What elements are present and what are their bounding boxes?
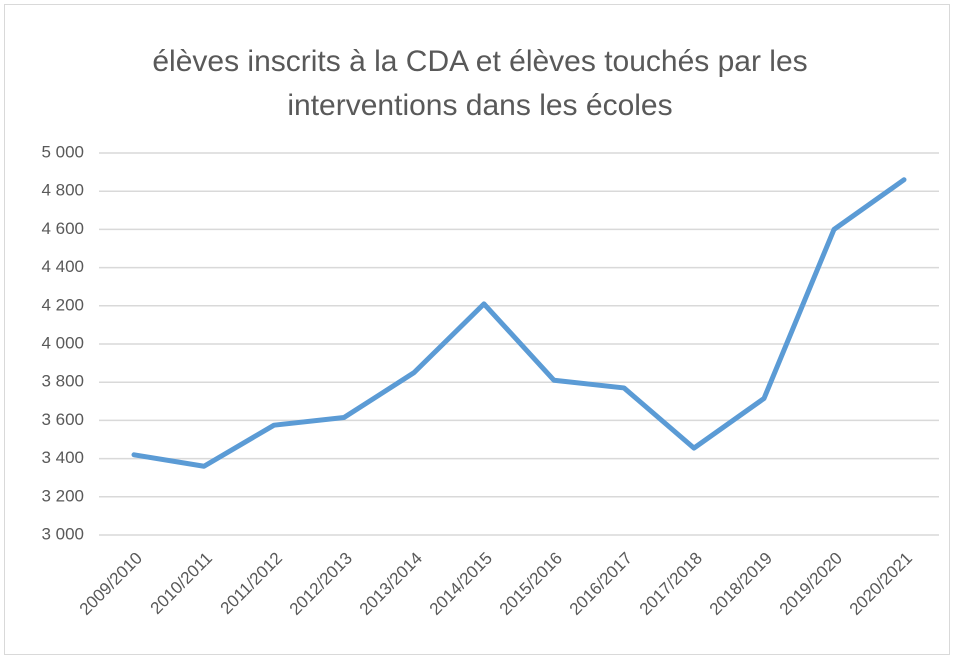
x-tick-label: 2017/2018 [636, 549, 706, 619]
y-tick-label: 3 600 [41, 410, 84, 429]
x-tick-label: 2013/2014 [356, 549, 426, 619]
x-tick-label: 2009/2010 [76, 549, 146, 619]
x-tick-label: 2012/2013 [286, 549, 356, 619]
x-tick-label: 2020/2021 [846, 549, 916, 619]
x-tick-label: 2016/2017 [566, 549, 636, 619]
x-tick-label: 2010/2011 [147, 549, 216, 618]
x-tick-label: 2015/2016 [496, 549, 566, 619]
y-tick-label: 4 400 [41, 257, 84, 276]
data-line [131, 177, 907, 469]
x-tick-label: 2018/2019 [706, 549, 776, 619]
x-tick-label: 2014/2015 [426, 549, 496, 619]
y-tick-label: 3 000 [41, 524, 84, 543]
y-tick-label: 4 600 [41, 219, 84, 238]
x-tick-label: 2019/2020 [776, 549, 846, 619]
y-tick-label: 5 000 [41, 142, 84, 161]
x-tick-label: 2011/2012 [217, 549, 286, 618]
chart-frame [4, 4, 950, 655]
y-tick-label: 4 000 [41, 333, 84, 352]
y-tick-label: 3 400 [41, 448, 84, 467]
chart-title: élèves inscrits à la CDA et élèves touch… [152, 45, 808, 122]
y-tick-label: 4 800 [41, 181, 84, 200]
y-tick-label: 4 200 [41, 295, 84, 314]
y-tick-label: 3 200 [41, 486, 84, 505]
y-tick-label: 3 800 [41, 372, 84, 391]
